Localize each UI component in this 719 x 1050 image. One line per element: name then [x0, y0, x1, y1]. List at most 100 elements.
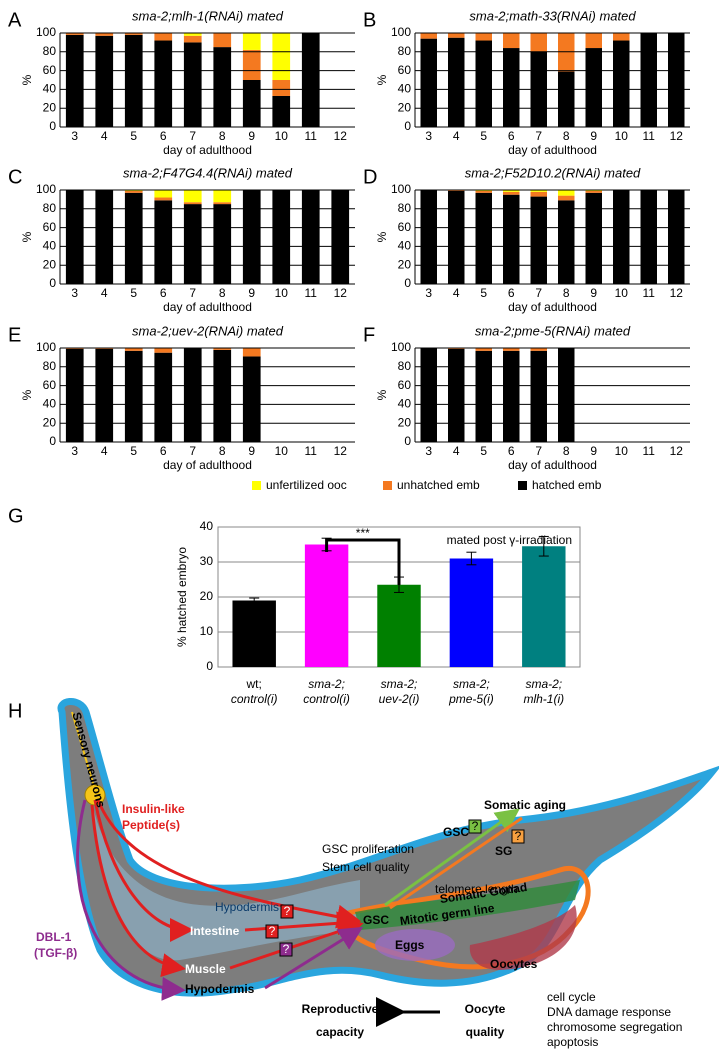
annotation: mated post γ-irradiation: [447, 533, 572, 547]
y-tick-label: 0: [49, 434, 56, 448]
x-tick-label: 11: [643, 444, 656, 458]
label: DBL-1: [36, 930, 72, 944]
bar: [522, 546, 566, 667]
arrow: [93, 799, 194, 942]
bar-segment: [503, 191, 520, 195]
x-tick-label: 12: [334, 286, 348, 300]
x-tick-label: 4: [101, 444, 108, 458]
y-tick-label: 100: [36, 340, 56, 354]
bar-segment: [242, 356, 261, 442]
oocytes-region: [469, 905, 577, 970]
label: Eggs: [395, 938, 425, 952]
bar-segment: [503, 350, 520, 442]
y-axis-label: %: [375, 389, 389, 400]
x-tick-label: mlh-1(i): [523, 692, 564, 706]
x-axis-label: day of adulthood: [163, 300, 252, 314]
label: SG: [495, 844, 512, 858]
x-tick-label: 5: [480, 129, 487, 143]
x-tick-label: 4: [101, 286, 108, 300]
x-tick-label: 5: [130, 129, 137, 143]
y-tick-label: 10: [200, 624, 214, 638]
bar-segment: [242, 33, 261, 50]
bar-segment: [124, 192, 143, 284]
y-tick-label: 60: [43, 378, 57, 392]
y-tick-label: 80: [43, 201, 57, 215]
bar-segment: [558, 348, 575, 442]
label: Somatic aging: [484, 798, 566, 812]
x-tick-label: 11: [305, 129, 318, 143]
bar-segment: [530, 191, 547, 197]
label: cell cycle: [547, 990, 596, 1004]
x-tick-label: 4: [453, 444, 460, 458]
bar-segment: [183, 202, 202, 205]
bar-segment: [154, 348, 173, 353]
question-box: [279, 942, 293, 957]
x-tick-label: 7: [189, 129, 196, 143]
y-axis-label: % hatched embryo: [175, 547, 189, 647]
y-tick-label: 100: [36, 182, 56, 196]
x-tick-label: 7: [189, 444, 196, 458]
bar-segment: [640, 33, 657, 127]
x-tick-label: sma-2;: [308, 677, 345, 691]
x-tick-label: 5: [130, 444, 137, 458]
bar-segment: [65, 348, 84, 442]
x-tick-label: 3: [425, 444, 432, 458]
bar-segment: [213, 349, 232, 442]
y-tick-label: 0: [206, 659, 213, 673]
y-tick-label: 40: [43, 239, 57, 253]
bar-segment: [530, 190, 547, 192]
legend-label: hatched emb: [532, 478, 602, 492]
x-tick-label: 9: [590, 444, 597, 458]
bar-segment: [95, 33, 114, 36]
label: Peptide(s): [122, 818, 180, 832]
panel-label: B: [363, 9, 376, 31]
x-tick-label: 7: [535, 444, 542, 458]
bar-segment: [420, 33, 437, 39]
panel-label: A: [8, 9, 22, 31]
bar-segment: [154, 197, 173, 201]
bar-segment: [585, 48, 602, 127]
x-tick-label: control(i): [231, 692, 278, 706]
x-tick-label: sma-2;: [453, 677, 490, 691]
x-tick-label: sma-2;: [525, 677, 562, 691]
y-tick-label: 20: [398, 415, 412, 429]
x-tick-label: 6: [160, 286, 167, 300]
y-tick-label: 80: [43, 359, 57, 373]
x-tick-label: 6: [160, 444, 167, 458]
x-tick-label: pme-5(i): [448, 692, 494, 706]
bar-segment: [65, 190, 84, 284]
label: GSC proliferation: [322, 842, 414, 856]
bar: [304, 544, 349, 667]
panel-label: D: [363, 166, 377, 188]
x-tick-label: 12: [334, 444, 348, 458]
y-tick-label: 80: [398, 201, 412, 215]
bar-segment: [530, 33, 547, 52]
label: telomere length: [435, 882, 518, 896]
bar-segment: [475, 350, 492, 442]
x-tick-label: 3: [71, 286, 78, 300]
y-tick-label: 20: [43, 257, 57, 271]
bar-segment: [124, 350, 143, 442]
bar-segment: [613, 33, 630, 41]
bar-segment: [503, 190, 520, 192]
bar-segment: [558, 71, 575, 127]
x-tick-label: 7: [535, 286, 542, 300]
label: Stem cell quality: [322, 860, 409, 874]
y-tick-label: 100: [391, 340, 411, 354]
bar-segment: [272, 80, 291, 96]
y-tick-label: 60: [398, 63, 412, 77]
germ-line: [355, 880, 580, 930]
y-tick-label: 20: [200, 589, 214, 603]
x-tick-label: 4: [101, 129, 108, 143]
y-axis-label: %: [20, 389, 34, 400]
bar-segment: [242, 348, 261, 357]
bar-segment: [448, 37, 465, 128]
y-tick-label: 40: [398, 82, 412, 96]
bar-segment: [213, 204, 232, 284]
x-tick-label: 9: [590, 129, 597, 143]
panel-label: H: [8, 700, 22, 722]
bar-segment: [530, 196, 547, 284]
chart-title: sma-2;math-33(RNAi) mated: [469, 8, 636, 23]
bar-segment: [613, 40, 630, 127]
x-tick-label: 8: [219, 129, 226, 143]
